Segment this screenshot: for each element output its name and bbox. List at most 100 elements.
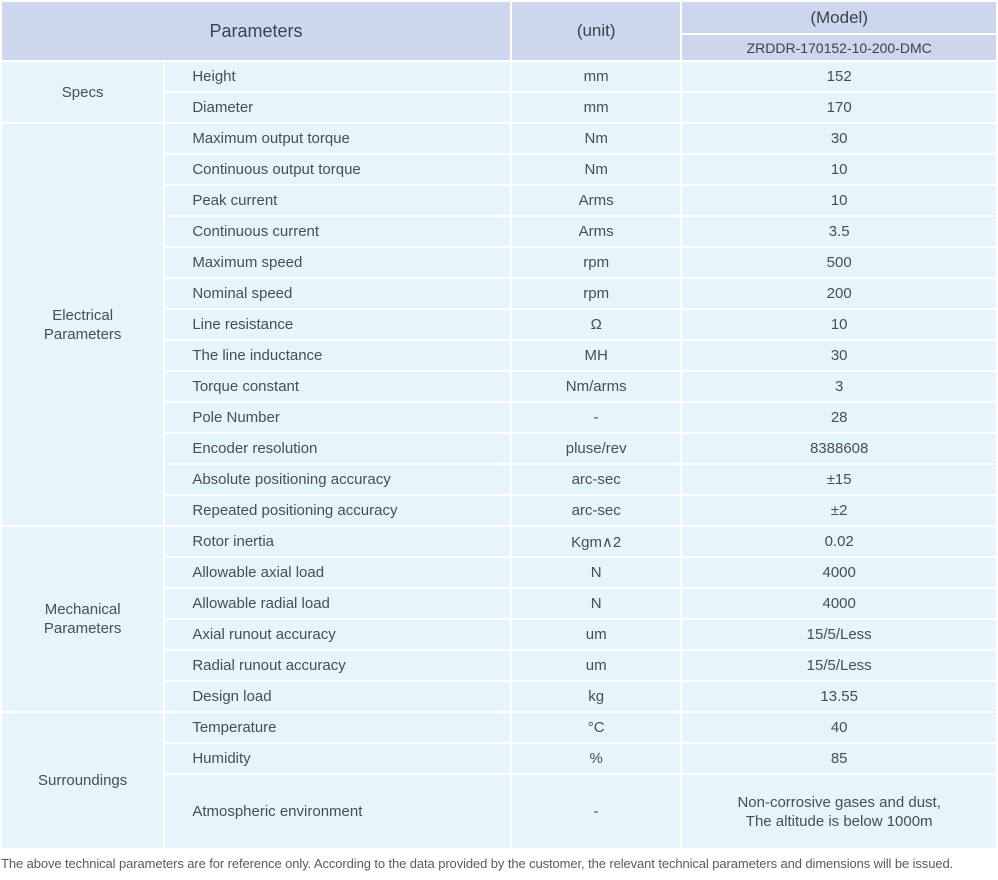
table-row: Design load kg 13.55 bbox=[2, 682, 996, 711]
unit-header: (unit) bbox=[512, 2, 681, 60]
unit-cell: mm bbox=[512, 93, 681, 122]
group-label-electrical-parameters: Electrical Parameters bbox=[2, 124, 164, 525]
unit-cell: pluse/rev bbox=[512, 434, 681, 463]
value-cell: 28 bbox=[682, 403, 996, 432]
value-cell: 152 bbox=[682, 62, 996, 91]
parameter-name-cell: Continuous current bbox=[165, 217, 511, 246]
table-row: Humidity% 85 bbox=[2, 744, 996, 773]
parameter-name-cell: Absolute positioning accuracy bbox=[165, 465, 511, 494]
value-cell: 3 bbox=[682, 372, 996, 401]
unit-cell: um bbox=[512, 620, 681, 649]
model-header: (Model) bbox=[682, 2, 996, 33]
unit-cell: Nm/arms bbox=[512, 372, 681, 401]
parameter-name-cell: Allowable radial load bbox=[165, 589, 511, 618]
parameter-name-cell: Encoder resolution bbox=[165, 434, 511, 463]
parameter-name-cell: Nominal speed bbox=[165, 279, 511, 308]
parameter-name-cell: Humidity bbox=[165, 744, 511, 773]
parameter-name-cell: Peak current bbox=[165, 186, 511, 215]
parameter-name-cell: Radial runout accuracy bbox=[165, 651, 511, 680]
parameter-name-cell: Maximum output torque bbox=[165, 124, 511, 153]
table-row: Radial runout accuracy um 15/5/Less bbox=[2, 651, 996, 680]
parameter-name-cell: Maximum speed bbox=[165, 248, 511, 277]
table-row: Continuous output torque Nm 10 bbox=[2, 155, 996, 184]
value-cell: ±15 bbox=[682, 465, 996, 494]
table-row: Pole Number -28 bbox=[2, 403, 996, 432]
value-cell: 13.55 bbox=[682, 682, 996, 711]
model-code-header: ZRDDR-170152-10-200-DMC bbox=[682, 35, 996, 60]
unit-cell: Arms bbox=[512, 186, 681, 215]
group-label-surroundings: Surroundings bbox=[2, 713, 164, 848]
table-row: Torque constant Nm/arms 3 bbox=[2, 372, 996, 401]
parameter-name-cell: Rotor inertia bbox=[165, 527, 511, 556]
value-cell: 3.5 bbox=[682, 217, 996, 246]
parameter-name-cell: Line resistance bbox=[165, 310, 511, 339]
spec-table: Parameters (unit) (Model) ZRDDR-170152-1… bbox=[2, 2, 996, 848]
unit-cell: rpm bbox=[512, 248, 681, 277]
table-row: Electrical Parameters Maximum output torq… bbox=[2, 124, 996, 525]
table-row: Axial runout accuracy um 15/5/Less bbox=[2, 620, 996, 649]
group-label-mechanical-parameters: Mechanical Parameters bbox=[2, 527, 164, 711]
value-cell: 85 bbox=[682, 744, 996, 773]
parameter-name-cell: Repeated positioning accuracy bbox=[165, 496, 511, 525]
parameter-name-cell: Allowable axial load bbox=[165, 558, 511, 587]
value-cell: 30 bbox=[682, 124, 996, 153]
footer-note: The above technical parameters are for r… bbox=[1, 856, 954, 871]
value-cell: 15/5/Less bbox=[682, 620, 996, 649]
value-cell: 40 bbox=[682, 713, 996, 742]
table-row: Atmospheric environment - Non-corrosive ga… bbox=[2, 775, 996, 848]
unit-cell: rpm bbox=[512, 279, 681, 308]
value-cell: 10 bbox=[682, 186, 996, 215]
table-row: Repeated positioning accuracy arc-sec ±2 bbox=[2, 496, 996, 525]
parameter-name-cell: Height bbox=[165, 62, 511, 91]
value-cell: 0.02 bbox=[682, 527, 996, 556]
unit-cell: % bbox=[512, 744, 681, 773]
header-row-1: Parameters (unit) (Model) bbox=[2, 2, 996, 60]
parameter-name-cell: Diameter bbox=[165, 93, 511, 122]
value-cell: 10 bbox=[682, 155, 996, 184]
parameters-header: Parameters bbox=[2, 2, 511, 60]
unit-cell: - bbox=[512, 403, 681, 432]
table-row: Surroundings Temperature °C 40 bbox=[2, 713, 996, 848]
value-cell: ±2 bbox=[682, 496, 996, 525]
value-cell: Non-corrosive gases and dust, The altitu… bbox=[682, 775, 996, 848]
table-row: Line resistance Ω 10 bbox=[2, 310, 996, 339]
unit-cell: °C bbox=[512, 713, 681, 742]
unit-cell: - bbox=[512, 775, 681, 848]
table-row: Diameter mm 170 bbox=[2, 93, 996, 122]
table-row: Allowable radial load N 4000 bbox=[2, 589, 996, 618]
value-cell: 200 bbox=[682, 279, 996, 308]
unit-cell: N bbox=[512, 589, 681, 618]
value-cell: 4000 bbox=[682, 589, 996, 618]
parameter-name-cell: Design load bbox=[165, 682, 511, 711]
value-cell: 30 bbox=[682, 341, 996, 370]
spec-table-body: Specs Height mm 152 Diameter mm 170 Electrical … bbox=[2, 62, 996, 848]
parameter-name-cell: Axial runout accuracy bbox=[165, 620, 511, 649]
group-label-specs: Specs bbox=[2, 62, 164, 122]
unit-cell: Nm bbox=[512, 155, 681, 184]
unit-cell: Kgm∧2 bbox=[512, 527, 681, 556]
value-cell: 500 bbox=[682, 248, 996, 277]
value-cell: 15/5/Less bbox=[682, 651, 996, 680]
parameter-name-cell: Continuous output torque bbox=[165, 155, 511, 184]
parameter-name-cell: The line inductance bbox=[165, 341, 511, 370]
table-row: The line inductance MH 30 bbox=[2, 341, 996, 370]
table-row: Specs Height mm 152 bbox=[2, 62, 996, 122]
unit-cell: arc-sec bbox=[512, 496, 681, 525]
table-row: Continuous current Arms 3.5 bbox=[2, 217, 996, 246]
table-row: Mechanical Parameters Rotor inertia Kgm∧2 0… bbox=[2, 527, 996, 711]
table-row: Maximum speed rpm 500 bbox=[2, 248, 996, 277]
parameter-name-cell: Torque constant bbox=[165, 372, 511, 401]
unit-cell: Arms bbox=[512, 217, 681, 246]
unit-cell: Ω bbox=[512, 310, 681, 339]
header-row-2: ZRDDR-170152-10-200-DMC bbox=[2, 35, 996, 60]
table-row: Absolute positioning accuracy arc-sec ±15 bbox=[2, 465, 996, 494]
table-row: Allowable axial load N 4000 bbox=[2, 558, 996, 587]
table-row: Encoder resolution pluse/rev 8388608 bbox=[2, 434, 996, 463]
value-cell: 10 bbox=[682, 310, 996, 339]
parameter-name-cell: Temperature bbox=[165, 713, 511, 742]
value-cell: 4000 bbox=[682, 558, 996, 587]
table-row: Nominal speed rpm 200 bbox=[2, 279, 996, 308]
unit-cell: N bbox=[512, 558, 681, 587]
value-cell: 8388608 bbox=[682, 434, 996, 463]
parameter-name-cell: Pole Number bbox=[165, 403, 511, 432]
